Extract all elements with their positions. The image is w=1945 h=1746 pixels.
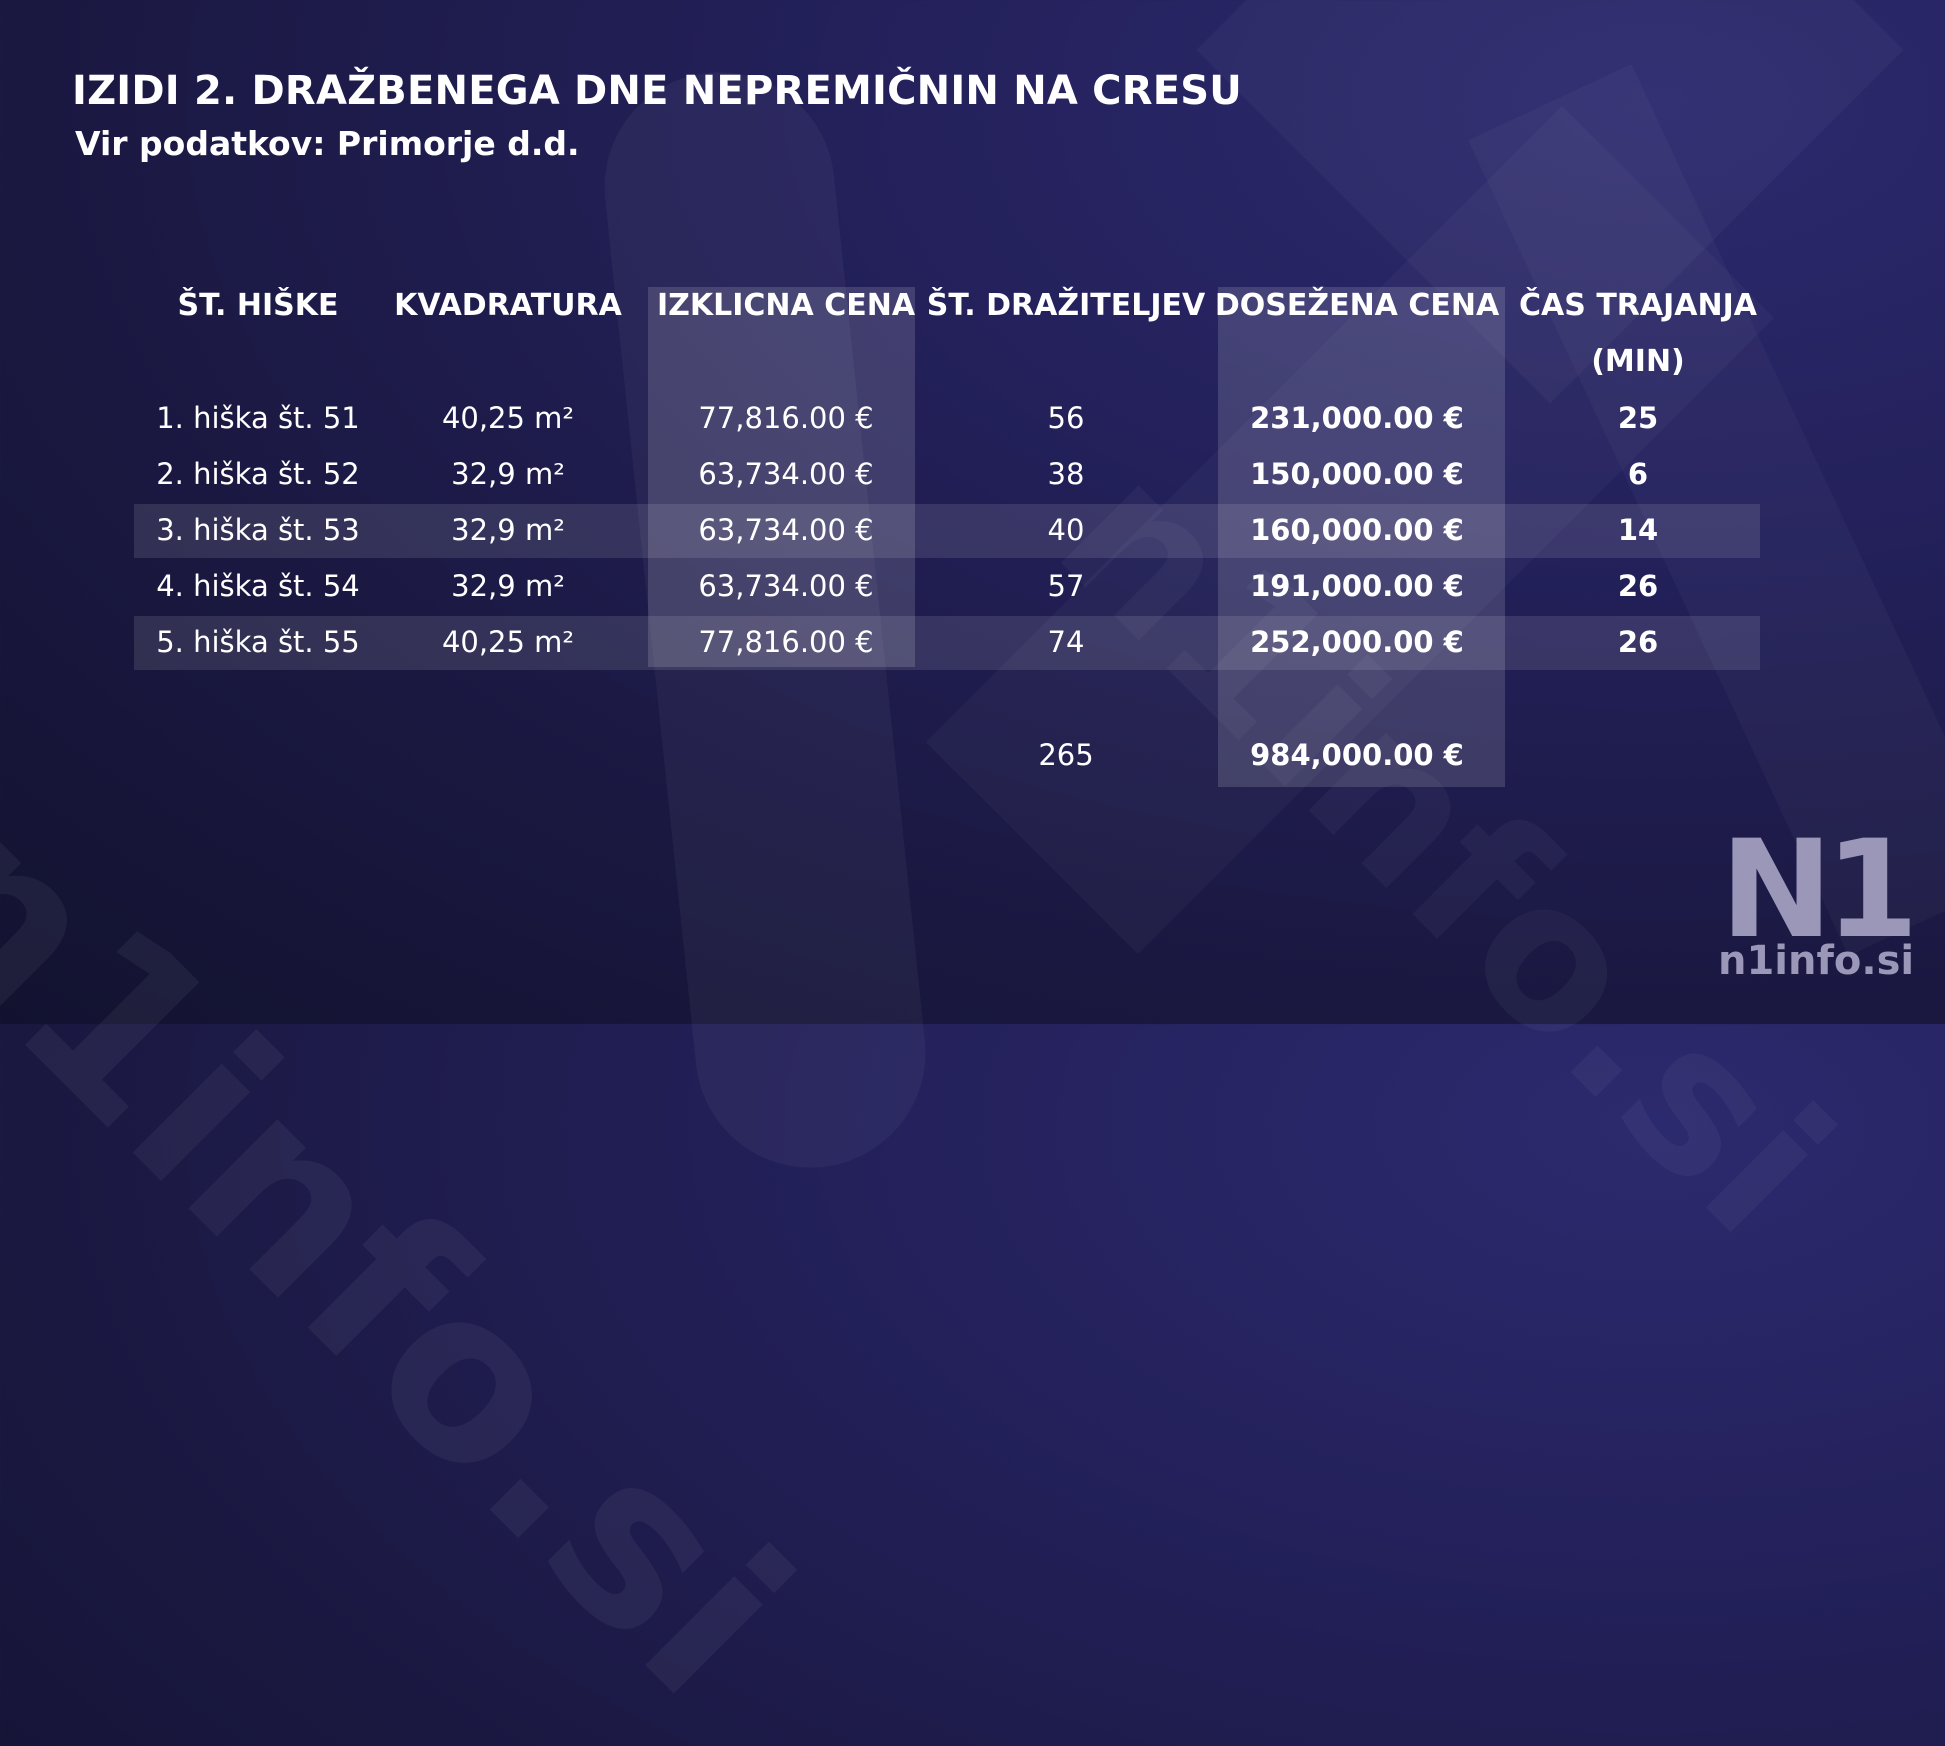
table-cell: 231,000.00 € [1250,401,1464,435]
table-cell: 32,9 m² [451,569,565,603]
column-header: (MIN) [1591,344,1685,379]
column-header: ŠT. DRAŽITELJEV [926,288,1206,323]
table-cell: 4. hiška št. 54 [156,569,360,603]
table-cell: 252,000.00 € [1250,625,1464,659]
table-cell: 40,25 m² [441,401,575,435]
column-header: IZKLICNA CENA [656,288,916,323]
table-cell: 77,816.00 € [698,401,874,435]
column-highlight [648,287,915,667]
row-highlight [134,616,1760,670]
column-highlight [1218,287,1505,787]
table-cell: 32,9 m² [451,513,565,547]
site-logo-text: n1info.si [1718,938,1915,984]
table-cell: 3. hiška št. 53 [156,513,360,547]
table-cell: 6 [1627,457,1649,491]
table-cell: 57 [1047,569,1085,603]
table-cell: 150,000.00 € [1250,457,1464,491]
table-cell: 38 [1047,457,1085,491]
table-cell: 56 [1047,401,1085,435]
page-title: IZIDI 2. DRAŽBENEGA DNE NEPREMIČNIN NA C… [72,68,1242,114]
table-cell: 63,734.00 € [698,457,874,491]
total-bidders: 265 [1038,738,1094,772]
table-cell: 63,734.00 € [698,513,874,547]
table-cell: 160,000.00 € [1250,513,1464,547]
table-cell: 63,734.00 € [698,569,874,603]
column-header: ČAS TRAJANJA [1519,288,1757,323]
table-cell: 32,9 m² [451,457,565,491]
table-cell: 40 [1047,513,1085,547]
table-cell: 1. hiška št. 51 [156,401,360,435]
table-cell: 14 [1617,513,1659,547]
table-cell: 2. hiška št. 52 [156,457,360,491]
row-highlight [134,504,1760,558]
table-cell: 25 [1617,401,1659,435]
table-cell: 191,000.00 € [1250,569,1464,603]
column-header: DOSEŽENA CENA [1214,288,1500,323]
column-header: KVADRATURA [394,288,622,323]
table-cell: 77,816.00 € [698,625,874,659]
table-cell: 26 [1617,569,1659,603]
table-cell: 26 [1617,625,1659,659]
table-cell: 40,25 m² [441,625,575,659]
table-cell: 74 [1047,625,1085,659]
n1-logo: N1 [1720,811,1919,968]
total-achieved-price: 984,000.00 € [1250,738,1464,772]
table-cell: 5. hiška št. 55 [156,625,360,659]
page-subtitle: Vir podatkov: Primorje d.d. [75,124,580,163]
column-header: ŠT. HIŠKE [177,288,339,323]
